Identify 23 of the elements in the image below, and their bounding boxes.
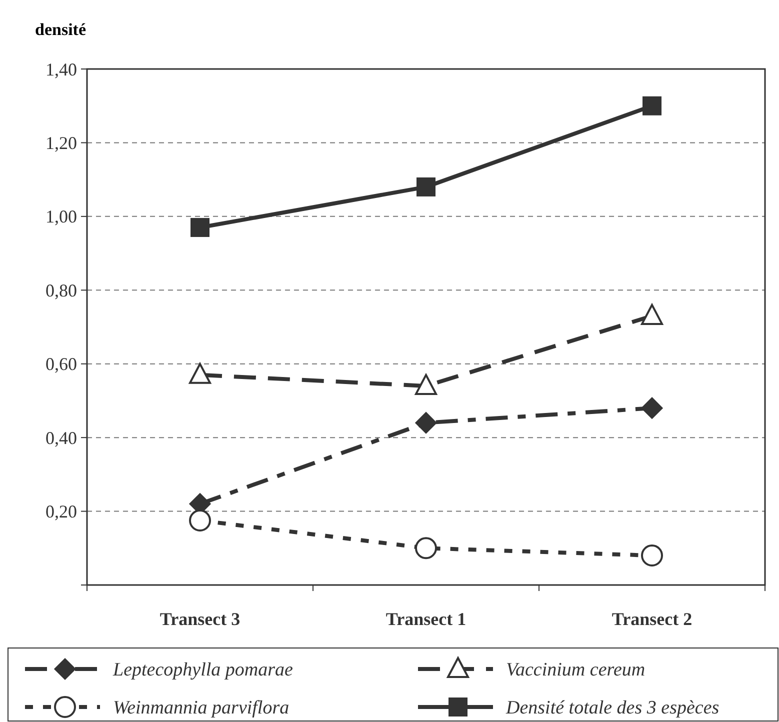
- point: [642, 96, 662, 116]
- point: [415, 537, 437, 560]
- y-tick-label: 1,40: [46, 59, 77, 80]
- y-axis-title: densité: [35, 20, 86, 39]
- y-tick-label: 0,60: [46, 354, 77, 374]
- x-tick-label: Transect 3: [160, 609, 240, 629]
- point: [416, 177, 436, 196]
- y-tick-label: 0,20: [46, 502, 77, 522]
- legend-label: Leptecophylla pomarae: [112, 660, 293, 681]
- y-tick-label: 1,00: [46, 206, 77, 227]
- x-tick-label: Transect 2: [612, 609, 692, 629]
- point: [189, 510, 211, 532]
- y-tick-label: 1,20: [46, 133, 77, 154]
- y-tick-label: 0,80: [46, 280, 77, 300]
- x-tick-label: Transect 1: [386, 609, 466, 629]
- point: [641, 397, 663, 419]
- point: [641, 544, 663, 567]
- point: [190, 218, 210, 237]
- point: [415, 412, 437, 434]
- legend-label: Vaccinium cereum: [506, 660, 646, 681]
- legend-label: Densité totale des 3 espèces: [505, 698, 720, 719]
- y-tick-label: 0,40: [46, 428, 77, 448]
- legend-label: Weinmannia parviflora: [113, 698, 290, 719]
